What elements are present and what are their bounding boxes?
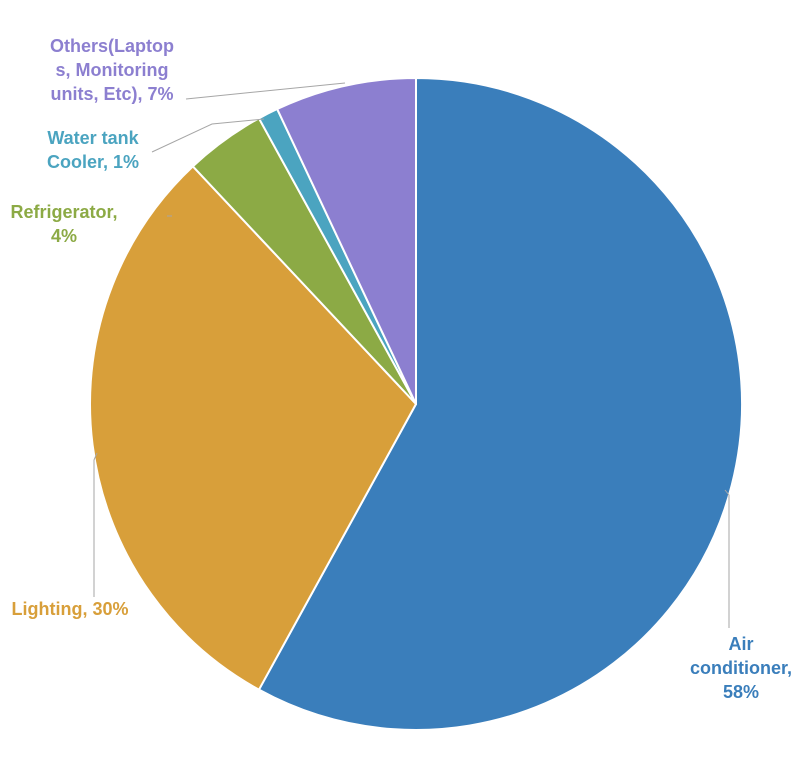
data-label-line: Refrigerator, bbox=[10, 202, 117, 222]
data-label-line: Air bbox=[728, 634, 753, 654]
pie-slice-lighting bbox=[89, 165, 417, 691]
data-label-line: 4% bbox=[51, 226, 77, 246]
leader-line-lighting bbox=[93, 452, 98, 597]
pie-slice-air-conditioner bbox=[257, 77, 743, 731]
data-label-others-laptops-monitoring-units-etc: Others(Laptop s, Monitoring units, Etc), 7… bbox=[50, 36, 174, 104]
data-label-air-conditioner: Air conditioner, 58% bbox=[690, 634, 792, 702]
data-label-lighting: Lighting, 30% bbox=[12, 599, 129, 619]
data-label-line: units, Etc), 7% bbox=[50, 84, 173, 104]
data-label-line: Lighting, 30% bbox=[12, 599, 129, 619]
leader-line-air-conditioner bbox=[724, 489, 730, 628]
data-label-line: Others(Laptop bbox=[50, 36, 174, 56]
pie-slice-others-laptops-monitoring-units-etc bbox=[276, 77, 417, 405]
slices-layer bbox=[89, 77, 743, 731]
data-label-refrigerator: Refrigerator, 4% bbox=[10, 202, 117, 246]
data-label-line: Cooler, 1% bbox=[47, 152, 139, 172]
data-label-line: conditioner, bbox=[690, 658, 792, 678]
leader-line-others-laptops-monitoring-units-etc bbox=[185, 82, 346, 100]
leader-lines-layer bbox=[93, 82, 730, 628]
leader-line-water-tank-cooler bbox=[151, 118, 265, 153]
data-labels-layer: Air conditioner, 58% Lighting, 30% Refrigera… bbox=[10, 36, 792, 702]
data-label-line: 58% bbox=[723, 682, 759, 702]
data-label-water-tank-cooler: Water tank Cooler, 1% bbox=[47, 128, 140, 172]
data-label-line: Water tank bbox=[47, 128, 139, 148]
data-label-line: s, Monitoring bbox=[56, 60, 169, 80]
